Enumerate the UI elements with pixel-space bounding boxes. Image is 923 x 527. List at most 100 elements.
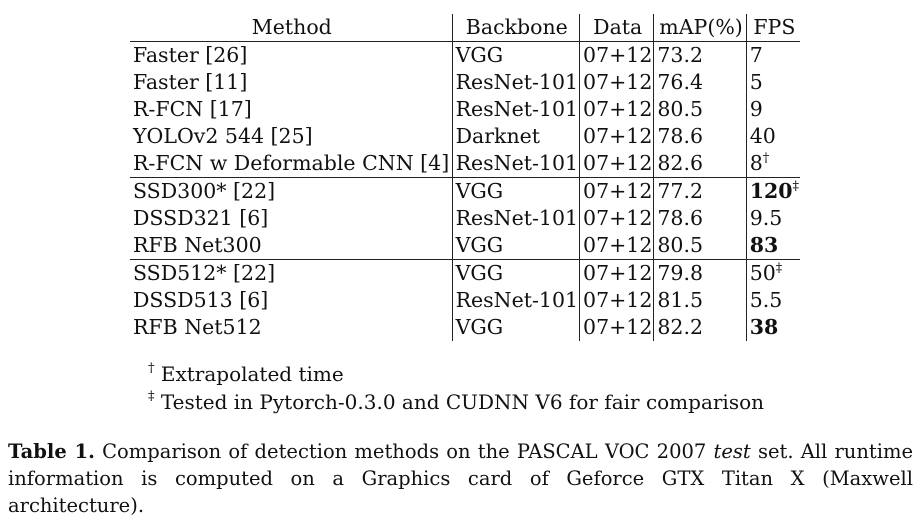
header-backbone: Backbone <box>452 14 581 42</box>
cell-fps: 9 <box>746 96 800 123</box>
header-data: Data <box>579 14 655 42</box>
cell-data: 07+12 <box>579 150 655 178</box>
fps-mark: ‡ <box>792 179 799 194</box>
fps-mark: † <box>762 151 770 166</box>
table-row: DSSD321 [6] ResNet-101 07+12 78.6 9.5 <box>130 205 800 232</box>
cell-backbone: ResNet-101 <box>452 150 581 178</box>
results-table: Method Backbone Data mAP(%) FPS Faster [… <box>130 14 800 341</box>
cell-map: 76.4 <box>653 69 747 96</box>
table-row: Faster [11] ResNet-101 07+12 76.4 5 <box>130 69 800 96</box>
table-caption: Table 1. Comparison of detection methods… <box>8 438 913 519</box>
cell-data: 07+12 <box>579 69 655 96</box>
cell-backbone: ResNet-101 <box>452 96 581 123</box>
fps-value: 120 <box>749 179 793 203</box>
cell-map: 80.5 <box>653 232 747 260</box>
header-map: mAP(%) <box>653 14 747 42</box>
cell-backbone: VGG <box>452 259 581 287</box>
cell-data: 07+12 <box>579 232 655 260</box>
table-row: DSSD513 [6] ResNet-101 07+12 81.5 5.5 <box>130 287 800 314</box>
table-row: RFB Net300 VGG 07+12 80.5 83 <box>130 232 800 260</box>
fps-mark: ‡ <box>775 261 783 276</box>
footnote: † Extrapolated time <box>148 360 764 388</box>
cell-method: Faster [26] <box>130 41 453 69</box>
cell-fps: 40 <box>746 123 800 150</box>
header-fps: FPS <box>746 14 800 42</box>
cell-fps: 120‡ <box>746 178 800 206</box>
cell-map: 82.6 <box>653 150 747 178</box>
cell-method: DSSD321 [6] <box>130 205 453 232</box>
fps-value: 7 <box>749 43 763 67</box>
fps-value: 38 <box>749 315 779 339</box>
cell-map: 80.5 <box>653 96 747 123</box>
cell-fps: 9.5 <box>746 205 800 232</box>
cell-backbone: VGG <box>452 232 581 260</box>
fps-value: 9.5 <box>749 206 783 230</box>
cell-fps: 5.5 <box>746 287 800 314</box>
cell-map: 78.6 <box>653 205 747 232</box>
fps-value: 83 <box>749 233 779 257</box>
cell-backbone: ResNet-101 <box>452 69 581 96</box>
caption-emphasis: test <box>713 440 751 463</box>
cell-fps: 83 <box>746 232 800 260</box>
cell-backbone: ResNet-101 <box>452 205 581 232</box>
table-row: YOLOv2 544 [25] Darknet 07+12 78.6 40 <box>130 123 800 150</box>
cell-data: 07+12 <box>579 287 655 314</box>
footnote-mark: ‡ <box>148 389 155 404</box>
cell-backbone: Darknet <box>452 123 581 150</box>
cell-method: YOLOv2 544 [25] <box>130 123 453 150</box>
cell-method: SSD300* [22] <box>130 177 453 205</box>
footnote-mark: † <box>148 361 155 376</box>
cell-backbone: VGG <box>452 314 581 341</box>
cell-method: Faster [11] <box>130 69 453 96</box>
cell-data: 07+12 <box>579 123 655 150</box>
cell-map: 73.2 <box>653 41 747 69</box>
cell-data: 07+12 <box>579 177 655 205</box>
results-table-container: Method Backbone Data mAP(%) FPS Faster [… <box>130 14 800 341</box>
cell-map: 77.2 <box>653 177 747 205</box>
cell-fps: 50‡ <box>746 260 800 288</box>
fps-value: 8 <box>749 151 763 175</box>
fps-value: 9 <box>749 97 763 121</box>
cell-data: 07+12 <box>579 41 655 69</box>
cell-method: RFB Net512 <box>130 314 453 341</box>
table-row: Faster [26] VGG 07+12 73.2 7 <box>130 41 800 70</box>
cell-data: 07+12 <box>579 96 655 123</box>
cell-method: RFB Net300 <box>130 232 453 260</box>
table-row: RFB Net512 VGG 07+12 82.2 38 <box>130 314 800 341</box>
fps-value: 50 <box>749 261 776 285</box>
footnote: ‡ Tested in Pytorch-0.3.0 and CUDNN V6 f… <box>148 388 764 416</box>
cell-backbone: VGG <box>452 177 581 205</box>
caption-text-after: set. All runtime information is computed… <box>8 440 914 517</box>
cell-backbone: ResNet-101 <box>452 287 581 314</box>
table-row: R-FCN w Deformable CNN [4] ResNet-101 07… <box>130 150 800 178</box>
cell-data: 07+12 <box>579 314 655 341</box>
fps-value: 40 <box>749 124 776 148</box>
table-footnotes: † Extrapolated time ‡ Tested in Pytorch-… <box>148 360 764 416</box>
cell-method: SSD512* [22] <box>130 259 453 287</box>
footnote-text: Extrapolated time <box>160 362 344 386</box>
caption-label: Table 1. <box>8 440 95 463</box>
cell-backbone: VGG <box>452 41 581 69</box>
cell-data: 07+12 <box>579 205 655 232</box>
cell-method: DSSD513 [6] <box>130 287 453 314</box>
fps-value: 5 <box>749 70 763 94</box>
cell-map: 82.2 <box>653 314 747 341</box>
cell-data: 07+12 <box>579 259 655 287</box>
fps-value: 5.5 <box>749 288 783 312</box>
cell-map: 79.8 <box>653 259 747 287</box>
cell-method: R-FCN w Deformable CNN [4] <box>130 150 453 178</box>
table-row: SSD300* [22] VGG 07+12 77.2 120‡ <box>130 177 800 206</box>
cell-fps: 5 <box>746 69 800 96</box>
header-method: Method <box>130 14 453 42</box>
table-header-row: Method Backbone Data mAP(%) FPS <box>130 14 800 42</box>
table-row: R-FCN [17] ResNet-101 07+12 80.5 9 <box>130 96 800 123</box>
cell-fps: 38 <box>746 314 800 341</box>
footnote-text: Tested in Pytorch-0.3.0 and CUDNN V6 for… <box>160 390 765 414</box>
cell-map: 78.6 <box>653 123 747 150</box>
cell-fps: 8† <box>746 150 800 178</box>
cell-method: R-FCN [17] <box>130 96 453 123</box>
cell-map: 81.5 <box>653 287 747 314</box>
table-row: SSD512* [22] VGG 07+12 79.8 50‡ <box>130 259 800 288</box>
cell-fps: 7 <box>746 42 800 70</box>
caption-text-before: Comparison of detection methods on the P… <box>102 440 707 463</box>
